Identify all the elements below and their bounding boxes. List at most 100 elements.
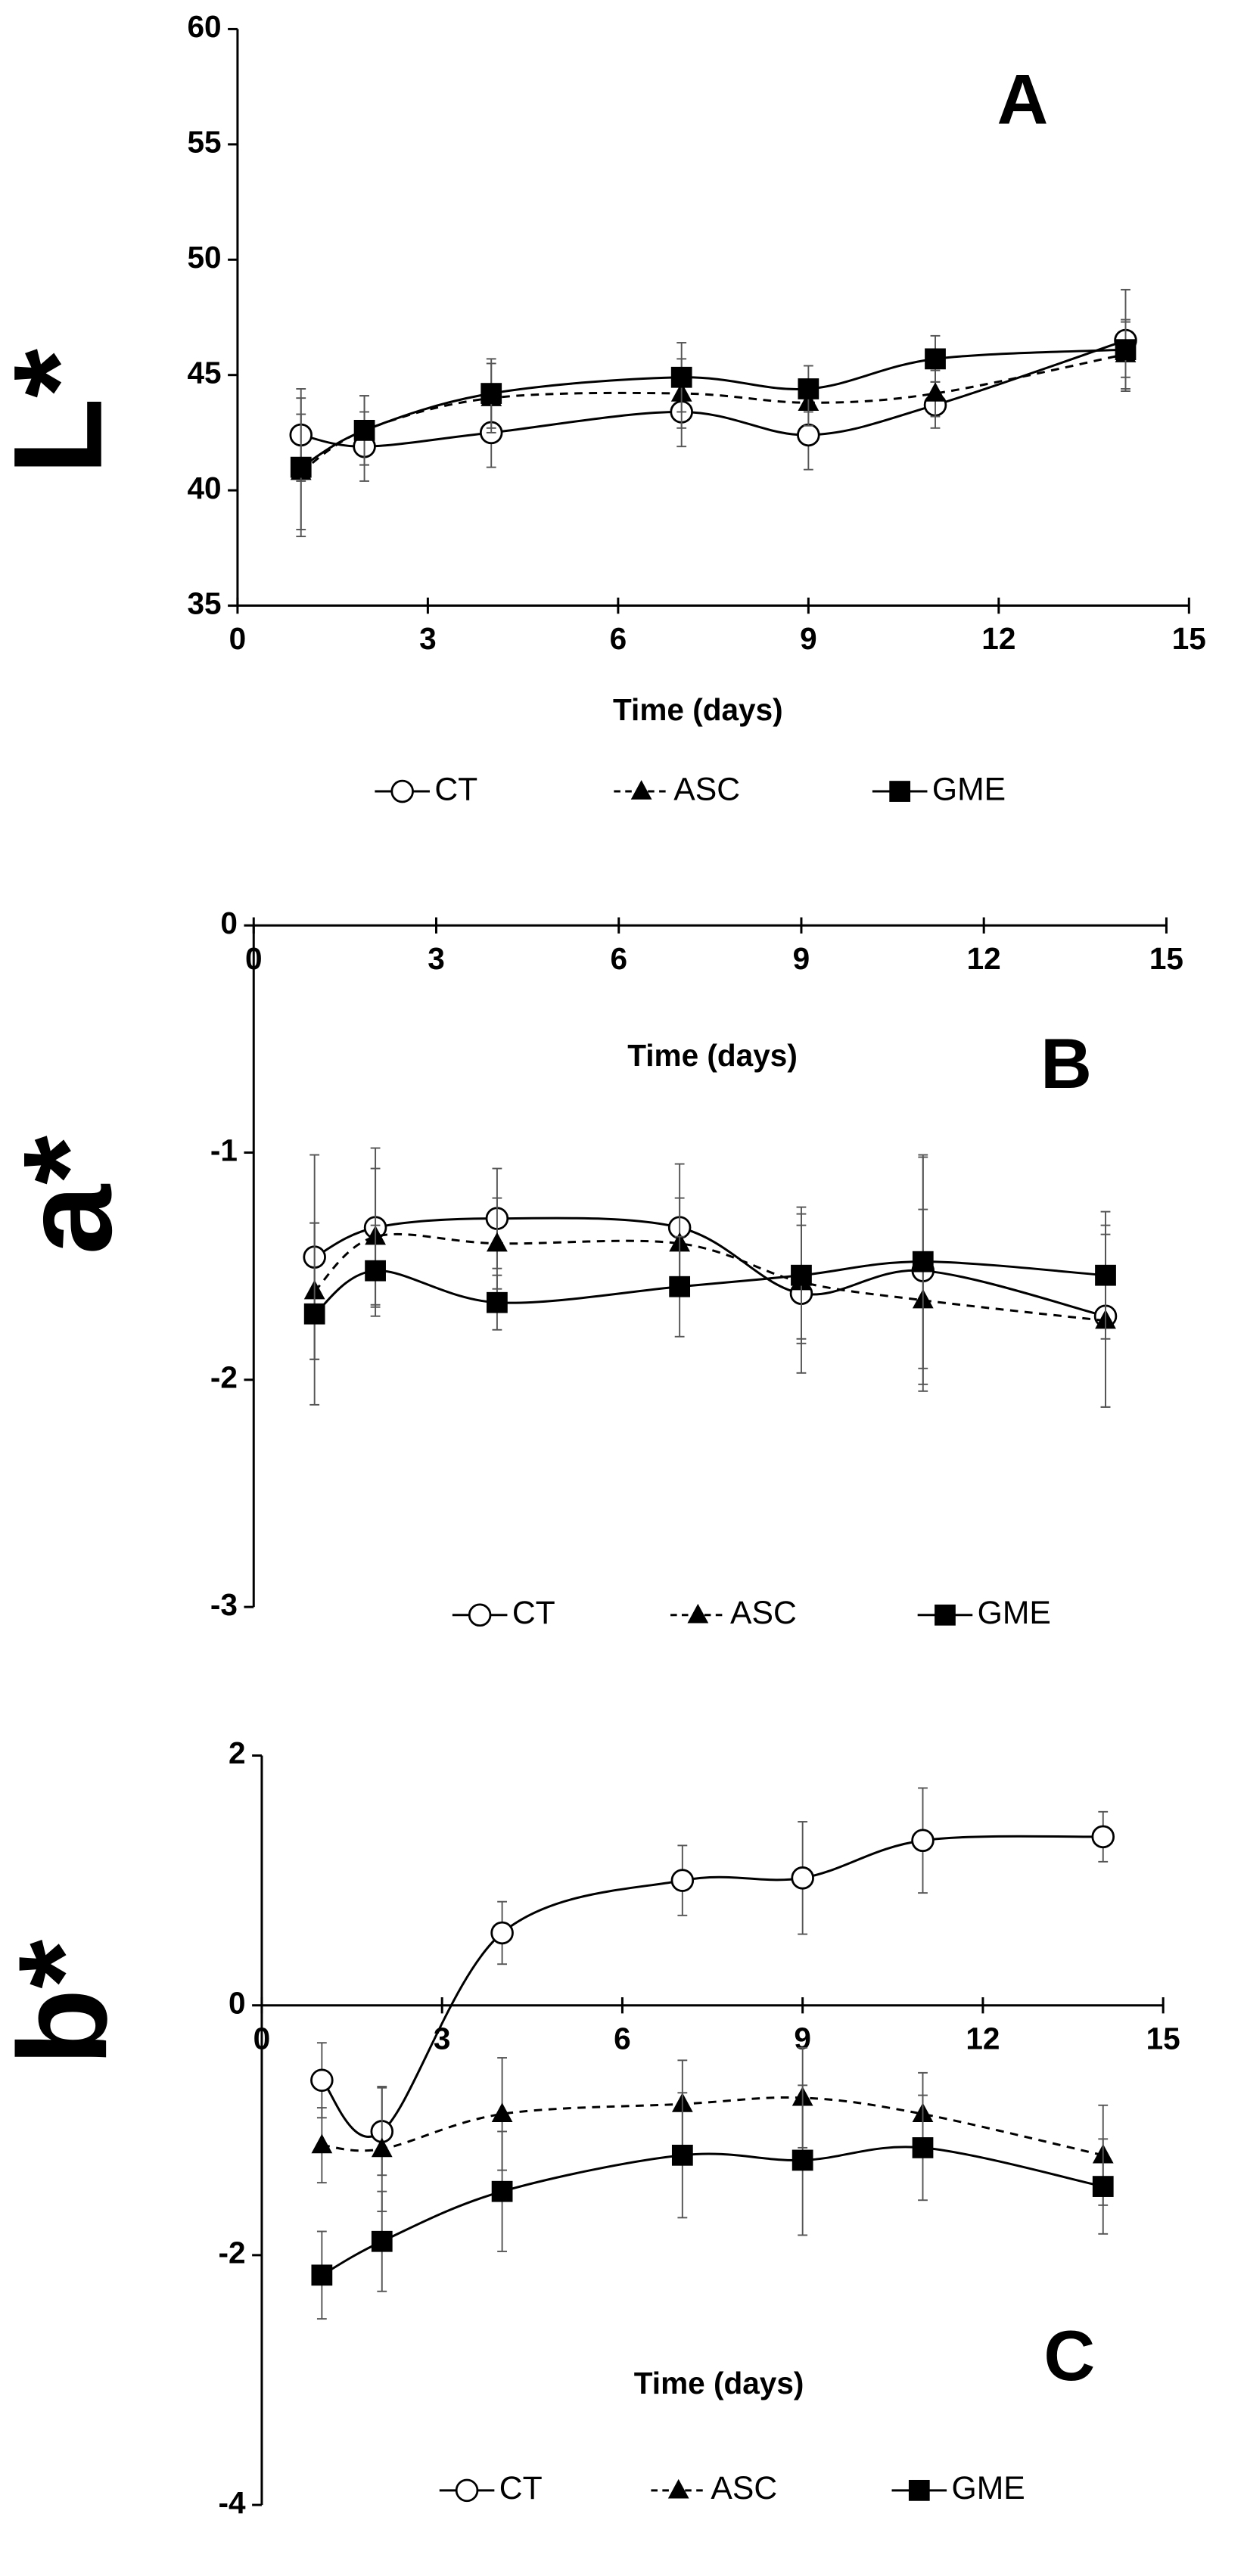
marker-square xyxy=(480,383,502,404)
marker-triangle xyxy=(491,2102,513,2123)
legend-marker xyxy=(630,780,652,800)
legend-marker xyxy=(889,781,911,802)
marker-triangle xyxy=(371,2137,393,2158)
y-tick-label: 55 xyxy=(187,125,221,160)
x-tick-label: 15 xyxy=(1146,2021,1180,2056)
y-axis-label: L* xyxy=(0,349,129,475)
panel-letter: A xyxy=(997,60,1049,139)
panel-letter: B xyxy=(1040,1024,1092,1103)
series-line xyxy=(321,1835,1103,2139)
marker-square xyxy=(670,366,692,388)
y-tick-label: 2 xyxy=(229,1735,246,1770)
x-tick-label: 12 xyxy=(981,621,1015,656)
x-axis-label: Time (days) xyxy=(634,2366,804,2400)
marker-circle xyxy=(490,1921,514,1945)
y-tick-label: 35 xyxy=(187,586,221,620)
marker-circle xyxy=(791,1866,814,1890)
x-tick-label: 3 xyxy=(419,621,437,656)
legend-label: CT xyxy=(499,2470,543,2506)
marker-circle xyxy=(310,2068,334,2093)
marker-square xyxy=(303,1303,325,1325)
y-tick-label: -3 xyxy=(210,1587,238,1622)
legend-label: GME xyxy=(932,771,1006,807)
legend-label: ASC xyxy=(730,1595,797,1631)
legend-marker xyxy=(908,2479,930,2501)
marker-square xyxy=(371,2230,393,2252)
series-line xyxy=(313,1260,1106,1315)
y-tick-label: 40 xyxy=(187,471,221,505)
x-tick-label: 9 xyxy=(793,941,810,976)
x-tick-label: 12 xyxy=(967,941,1001,976)
marker-square xyxy=(925,348,946,370)
marker-circle xyxy=(670,1869,695,1892)
marker-square xyxy=(671,2144,693,2166)
series-line xyxy=(300,348,1126,468)
y-axis-label: a* xyxy=(0,1136,138,1255)
legend-label: ASC xyxy=(673,771,740,807)
marker-circle xyxy=(797,423,820,447)
marker-square xyxy=(791,1264,812,1286)
x-tick-label: 6 xyxy=(614,2021,631,2056)
x-tick-label: 0 xyxy=(229,621,247,656)
y-tick-label: 60 xyxy=(187,9,221,44)
legend-label: GME xyxy=(951,2470,1025,2506)
marker-square xyxy=(912,2137,934,2158)
series-line xyxy=(300,339,1126,448)
marker-circle xyxy=(911,1829,935,1853)
marker-square xyxy=(1095,1264,1116,1286)
x-tick-label: 3 xyxy=(434,2021,451,2056)
x-tick-label: 6 xyxy=(610,621,627,656)
marker-square xyxy=(353,419,375,441)
y-tick-label: -2 xyxy=(219,2236,246,2270)
legend-label: ASC xyxy=(711,2470,777,2506)
x-tick-label: 9 xyxy=(800,621,817,656)
marker-square xyxy=(491,2180,513,2202)
x-tick-label: 12 xyxy=(966,2021,1000,2056)
series-line xyxy=(313,1232,1106,1322)
x-tick-label: 0 xyxy=(245,941,263,976)
marker-triangle xyxy=(311,2133,333,2154)
legend-marker xyxy=(468,1603,492,1627)
marker-square xyxy=(912,1251,934,1272)
marker-square xyxy=(487,1291,508,1313)
x-tick-label: 0 xyxy=(253,2021,271,2056)
marker-square xyxy=(798,378,819,399)
marker-square xyxy=(669,1276,691,1297)
legend-marker xyxy=(667,2478,689,2499)
series-line xyxy=(321,2146,1104,2276)
x-tick-label: 15 xyxy=(1172,621,1206,656)
marker-circle xyxy=(1091,1825,1115,1849)
legend-marker xyxy=(455,2478,479,2503)
legend-marker xyxy=(935,1604,956,1626)
legend-marker xyxy=(390,779,414,803)
marker-square xyxy=(1115,339,1137,361)
x-axis-label: Time (days) xyxy=(627,1038,798,1073)
marker-square xyxy=(1092,2176,1114,2197)
legend-marker xyxy=(687,1603,709,1624)
panel: 35 40 45 50 55 60 0 3 6 9 12 15 Time (days) A L* CT ASC G… xyxy=(0,9,1206,807)
series-line xyxy=(313,1217,1106,1318)
marker-triangle xyxy=(925,382,946,402)
x-tick-label: 15 xyxy=(1149,941,1183,976)
marker-square xyxy=(791,2149,813,2171)
y-tick-label: -2 xyxy=(210,1360,238,1395)
panel: -3 -2 -1 00 3 6 9 12 15 Time (days) Ba* CT ASC GME xyxy=(0,906,1183,1631)
x-tick-label: 6 xyxy=(610,941,627,976)
x-axis-label: Time (days) xyxy=(613,692,783,727)
y-tick-label: -4 xyxy=(219,2485,247,2520)
marker-square xyxy=(290,456,312,478)
panel-letter: C xyxy=(1043,2316,1095,2395)
y-tick-label: 0 xyxy=(229,1985,246,2020)
legend-label: CT xyxy=(434,771,477,807)
y-tick-label: 45 xyxy=(187,355,221,390)
marker-square xyxy=(365,1260,386,1282)
marker-triangle xyxy=(487,1232,508,1252)
marker-square xyxy=(311,2264,333,2286)
legend-label: CT xyxy=(512,1595,555,1631)
y-tick-label: -1 xyxy=(210,1133,238,1167)
legend-label: GME xyxy=(978,1595,1051,1631)
series-line xyxy=(322,2096,1104,2157)
